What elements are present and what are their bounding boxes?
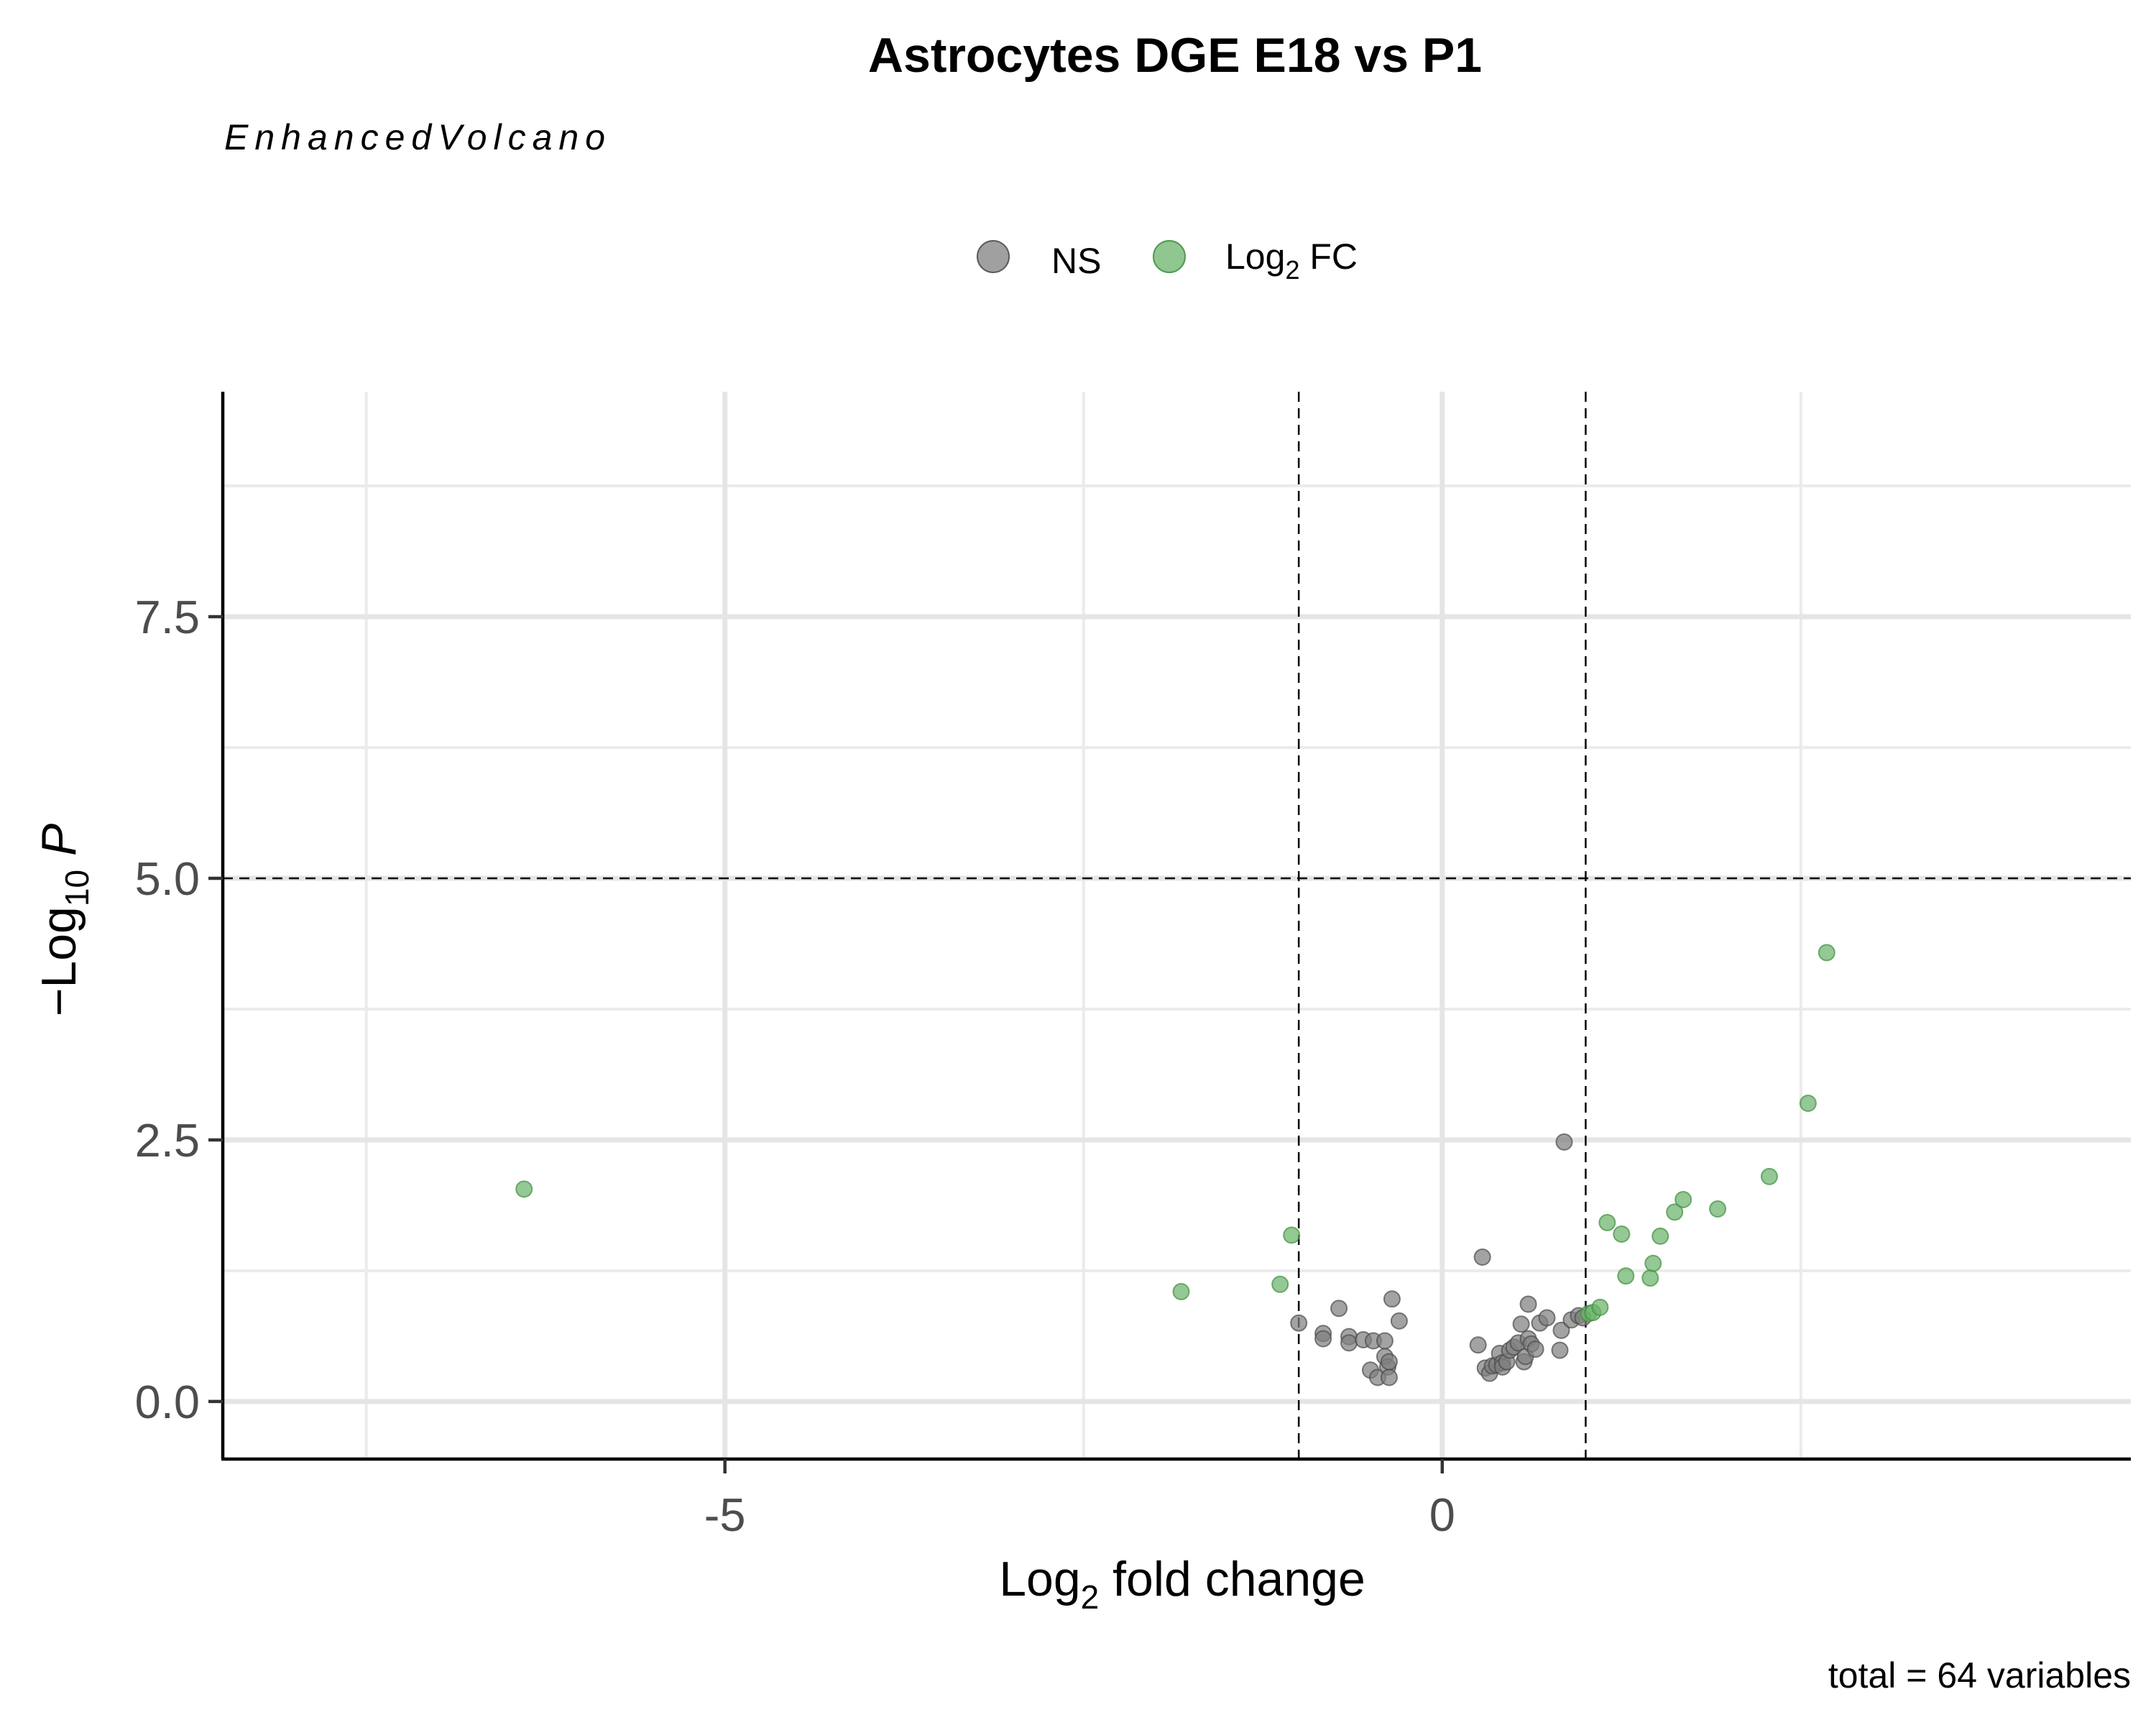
chart-caption: total = 64 variables [1828,1655,2131,1696]
data-point [1555,1133,1573,1151]
data-point [1526,1340,1544,1358]
data-points [515,944,1835,1386]
data-point [1651,1227,1669,1245]
data-point [1644,1254,1662,1272]
data-point [515,1180,533,1198]
legend-swatch-ns [977,240,1010,273]
data-point [1380,1353,1398,1371]
x-tick-label: -5 [704,1489,746,1541]
data-point [1818,944,1835,962]
data-point [1512,1315,1530,1333]
data-point [1591,1298,1609,1316]
x-axis-title: Log2 fold change [999,1552,1365,1616]
y-tick-label: 7.5 [135,591,200,643]
axes: -5 0 0.0 2.5 5.0 7.5 [135,392,2131,1541]
chart-title: Astrocytes DGE E18 vs P1 [868,28,1482,83]
data-point [1390,1312,1408,1330]
data-point [1283,1226,1301,1244]
data-point [1613,1225,1631,1243]
y-tick-label: 5.0 [135,852,200,905]
legend-label-log2fc: Log2 FC [1225,236,1358,285]
legend-swatch-log2fc [1153,240,1186,273]
data-point [1340,1334,1358,1352]
data-point [1598,1213,1616,1231]
data-point [1674,1190,1692,1208]
y-tick-label: 0.0 [135,1376,200,1428]
data-point [1709,1200,1727,1218]
data-point [1473,1248,1491,1266]
data-point [1383,1290,1401,1308]
legend: NS Log2 FC [977,236,1358,285]
data-point [1760,1167,1778,1185]
data-point [1380,1368,1398,1386]
data-point [1330,1300,1348,1317]
data-point [1271,1275,1289,1293]
data-point [1290,1314,1308,1332]
chart-subtitle: EnhancedVolcano [224,117,612,157]
y-tick-label: 2.5 [135,1114,200,1167]
data-point [1552,1321,1570,1339]
data-point [1376,1332,1393,1350]
data-point [1617,1267,1635,1285]
data-point [1666,1203,1684,1221]
data-point [1314,1330,1332,1348]
x-tick-label: 0 [1429,1489,1455,1541]
data-point [1551,1341,1569,1359]
data-point [1172,1283,1190,1301]
data-point [1538,1309,1556,1327]
y-axis-title: −Log10 P [32,824,96,1017]
data-point [1469,1336,1487,1354]
cutoff-lines [223,392,2131,1459]
data-point [1519,1295,1537,1313]
data-point [1641,1269,1659,1287]
data-point [1799,1095,1817,1112]
legend-label-ns: NS [1051,241,1101,281]
